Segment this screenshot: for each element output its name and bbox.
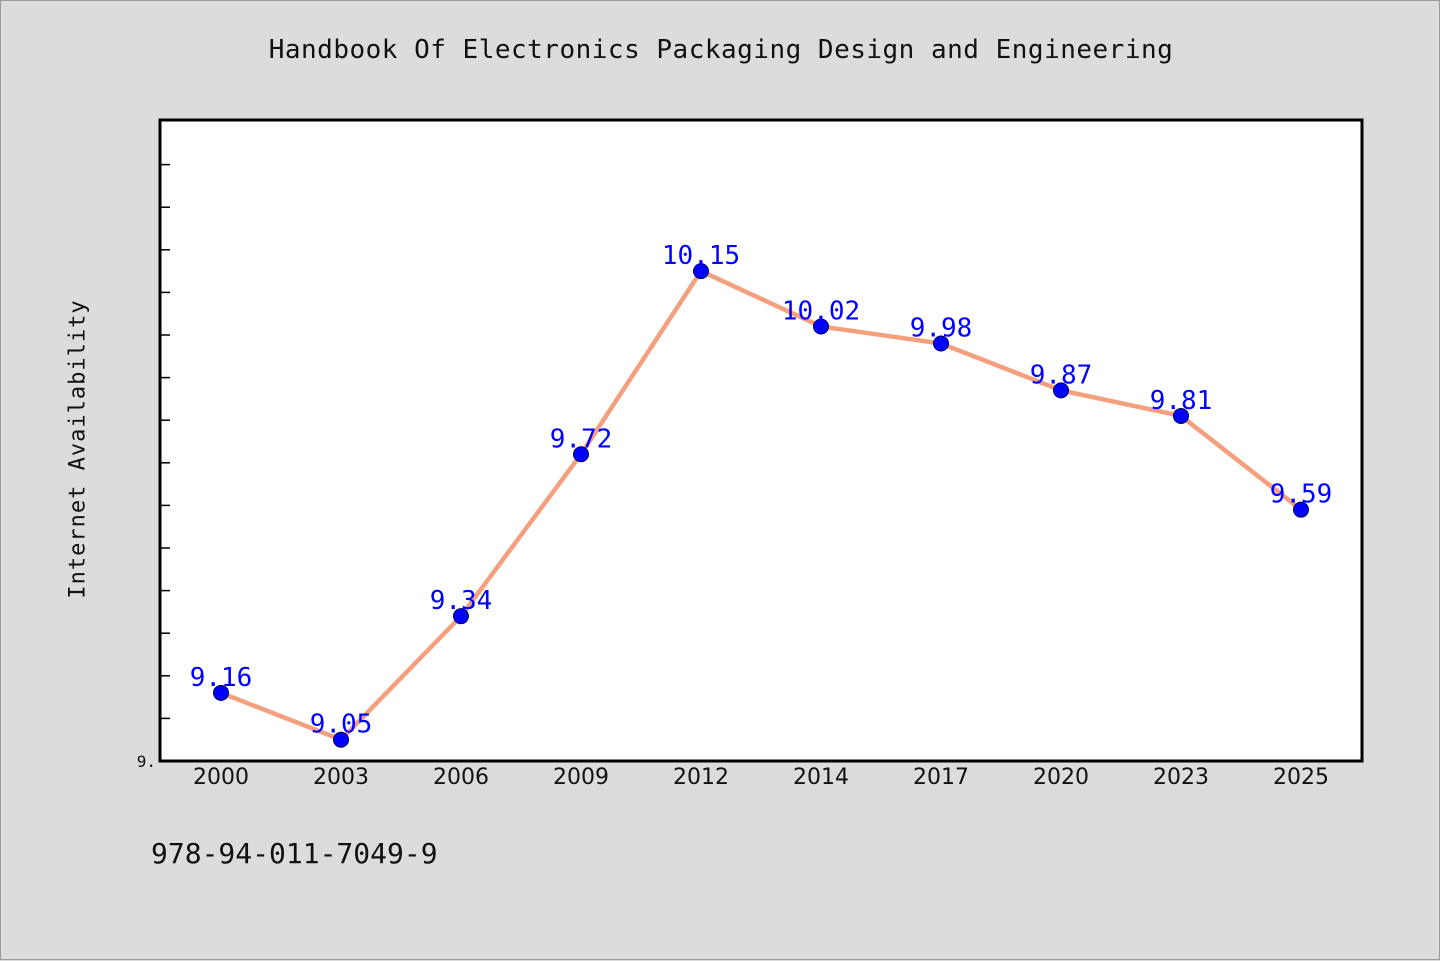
data-point (333, 731, 349, 748)
data-label: 9.59 (1270, 480, 1333, 510)
x-tick-label: 2017 (913, 765, 969, 790)
x-tick-label: 2020 (1033, 765, 1089, 790)
data-point (693, 263, 709, 280)
series-line (218, 268, 1304, 742)
data-point (453, 608, 469, 625)
x-tick-label: 2025 (1273, 765, 1329, 790)
x-tick-label: 2014 (793, 765, 849, 790)
data-label: 9.81 (1150, 386, 1213, 416)
data-label: 9.72 (550, 424, 613, 454)
x-tick-label: 2009 (553, 765, 609, 790)
data-labels: 9.16 9.05 9.34 9.72 10.15 10.02 9.98 9.87 9.81 9.… (190, 241, 1333, 740)
x-tick-label: 2023 (1153, 765, 1209, 790)
x-tick-label: 2003 (313, 765, 369, 790)
data-label: 10.15 (662, 241, 740, 271)
x-tick-label: 2012 (673, 765, 729, 790)
x-tick-label: 2000 (193, 765, 249, 790)
isbn-footer: 978-94-011-7049-9 (151, 837, 438, 870)
chart-title: Handbook Of Electronics Packaging Design… (268, 35, 1174, 65)
plot-area (158, 118, 1364, 763)
data-point (1173, 407, 1189, 424)
series-line-group (218, 268, 1304, 742)
data-label: 9.98 (910, 314, 973, 344)
data-label: 9.05 (310, 710, 373, 740)
data-label: 9.87 (1030, 360, 1093, 390)
data-point (573, 446, 589, 463)
data-markers (213, 263, 1309, 748)
data-label: 9.16 (190, 663, 253, 693)
x-tick-label: 2006 (433, 765, 489, 790)
data-point (813, 318, 829, 335)
data-label: 9.34 (430, 586, 493, 616)
data-point (1053, 382, 1069, 399)
y-axis-tick-labels: 9. (137, 752, 156, 771)
y-tick-label: 9. (137, 752, 156, 771)
x-axis-tick-labels: 2000 2003 2006 2009 2012 2014 2017 2020 2023 2025 (193, 765, 1329, 790)
data-point (1293, 501, 1309, 518)
data-point (933, 335, 949, 352)
data-point (213, 684, 229, 701)
data-label: 10.02 (782, 296, 860, 326)
y-axis-ticks (160, 163, 170, 720)
